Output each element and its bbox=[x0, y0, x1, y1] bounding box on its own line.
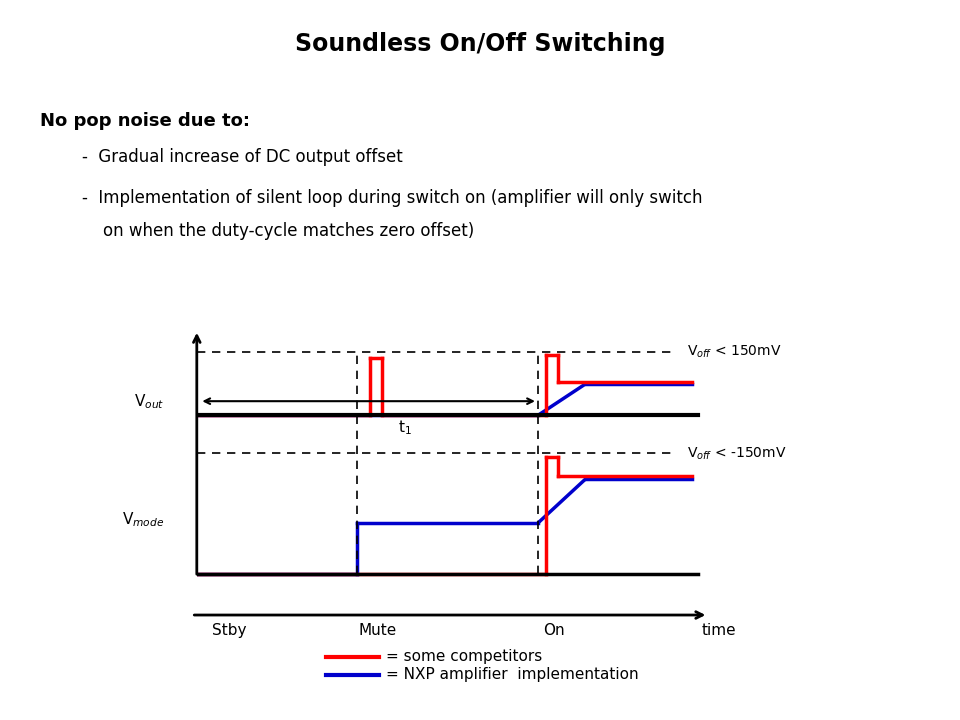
Text: Mute: Mute bbox=[359, 623, 397, 638]
Text: -  Implementation of silent loop during switch on (amplifier will only switch: - Implementation of silent loop during s… bbox=[82, 189, 702, 207]
Text: On: On bbox=[543, 623, 564, 638]
Text: V$_{off}$ < -150mV: V$_{off}$ < -150mV bbox=[687, 445, 786, 462]
Text: Stby: Stby bbox=[211, 623, 246, 638]
Text: = NXP amplifier  implementation: = NXP amplifier implementation bbox=[386, 667, 638, 682]
Text: -  Gradual increase of DC output offset: - Gradual increase of DC output offset bbox=[82, 148, 402, 166]
Text: = some competitors: = some competitors bbox=[386, 649, 542, 664]
Text: V$_{mode}$: V$_{mode}$ bbox=[123, 510, 165, 529]
Text: Soundless On/Off Switching: Soundless On/Off Switching bbox=[295, 32, 665, 56]
Text: t$_1$: t$_1$ bbox=[397, 418, 412, 437]
Text: V$_{off}$ < 150mV: V$_{off}$ < 150mV bbox=[687, 344, 781, 360]
Text: V$_{out}$: V$_{out}$ bbox=[134, 392, 165, 410]
Text: on when the duty-cycle matches zero offset): on when the duty-cycle matches zero offs… bbox=[103, 222, 474, 240]
Text: No pop noise due to:: No pop noise due to: bbox=[40, 112, 251, 130]
Text: time: time bbox=[702, 623, 736, 638]
